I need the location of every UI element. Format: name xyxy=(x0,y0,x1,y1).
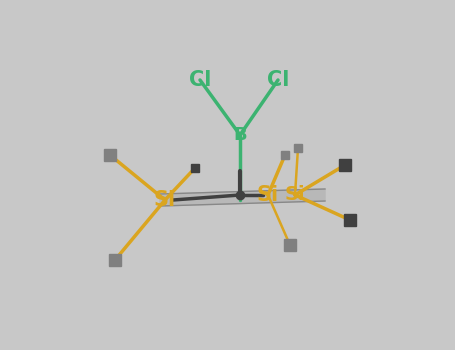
Polygon shape xyxy=(160,189,325,206)
Text: Cl: Cl xyxy=(189,70,211,90)
Text: Cl: Cl xyxy=(267,70,289,90)
Text: B: B xyxy=(233,126,247,144)
Text: Si: Si xyxy=(257,185,279,205)
Text: Si: Si xyxy=(285,186,305,204)
Text: Si: Si xyxy=(154,190,176,210)
